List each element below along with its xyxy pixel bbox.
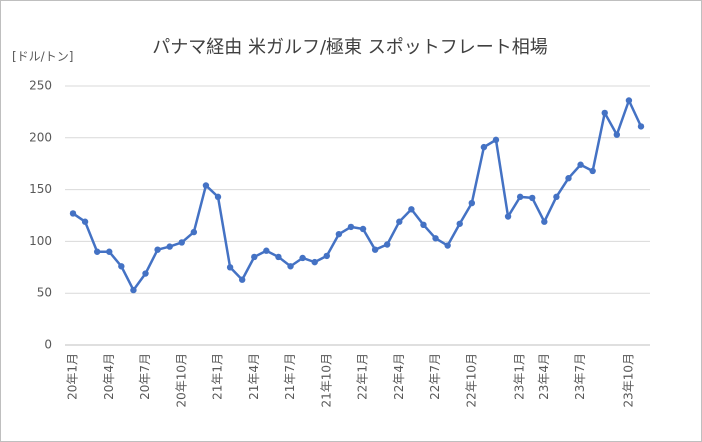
point — [154, 246, 161, 253]
point — [251, 253, 258, 261]
point — [384, 241, 391, 248]
point — [504, 213, 512, 220]
point — [420, 221, 427, 229]
y-tick-label: 200 — [29, 130, 52, 144]
point — [589, 167, 596, 175]
point — [359, 225, 367, 233]
y-tick-label: 150 — [29, 182, 52, 196]
point — [130, 286, 137, 294]
point — [214, 193, 222, 201]
point — [613, 131, 621, 138]
x-tick-label: 20年10月 — [174, 353, 188, 408]
point — [118, 263, 125, 270]
point — [178, 239, 185, 246]
point — [492, 136, 500, 144]
x-tick-label: 22年7月 — [428, 353, 442, 400]
x-tick-label: 23年1月 — [513, 353, 527, 400]
point — [565, 175, 572, 182]
point — [541, 218, 548, 225]
point — [166, 243, 173, 250]
y-tick-label: 50 — [37, 286, 52, 300]
point — [323, 252, 330, 260]
point — [432, 235, 439, 242]
x-tick-label: 21年7月 — [283, 353, 297, 400]
point — [529, 194, 536, 202]
y-axis-label: [ドル/トン] — [12, 50, 73, 64]
point — [69, 210, 77, 217]
point — [468, 199, 476, 207]
x-tick-label: 23年7月 — [573, 353, 587, 400]
point — [347, 223, 355, 231]
y-tick-label: 100 — [29, 234, 52, 248]
x-tick-label: 21年4月 — [247, 353, 261, 400]
x-tick-label: 22年1月 — [356, 353, 370, 400]
x-tick-label: 20年4月 — [102, 353, 116, 400]
point — [480, 143, 488, 151]
x-tick-label: 23年10月 — [621, 353, 635, 408]
y-tick-label: 250 — [29, 79, 52, 93]
x-tick-label: 23年4月 — [537, 353, 551, 400]
x-tick-label: 22年10月 — [464, 353, 478, 408]
x-tick-label: 22年4月 — [392, 353, 406, 400]
point — [106, 248, 113, 255]
point — [263, 247, 270, 254]
point — [226, 264, 234, 271]
point — [516, 193, 524, 201]
point — [238, 276, 246, 283]
point — [287, 263, 294, 270]
point — [275, 253, 282, 261]
point — [142, 270, 149, 277]
point — [299, 254, 306, 262]
point — [625, 97, 633, 104]
point — [553, 193, 560, 201]
point — [601, 109, 608, 117]
x-tick-label: 20年1月 — [66, 353, 80, 400]
point — [637, 123, 645, 130]
point — [456, 220, 463, 227]
point — [577, 161, 584, 168]
point — [190, 228, 198, 236]
point — [371, 246, 379, 253]
x-tick-label: 21年10月 — [319, 353, 333, 408]
point — [335, 230, 343, 238]
point — [202, 182, 210, 189]
y-tick-label: 0 — [44, 338, 52, 352]
chart-title: パナマ経由 米ガルフ/極東 スポットフレート相場 — [152, 37, 548, 58]
x-tick-label: 21年1月 — [211, 353, 225, 400]
point — [81, 218, 89, 225]
point — [396, 218, 403, 225]
point — [408, 206, 415, 213]
x-tick-label: 20年7月 — [138, 353, 152, 400]
point — [311, 258, 318, 266]
point — [93, 248, 101, 255]
point — [444, 242, 451, 249]
